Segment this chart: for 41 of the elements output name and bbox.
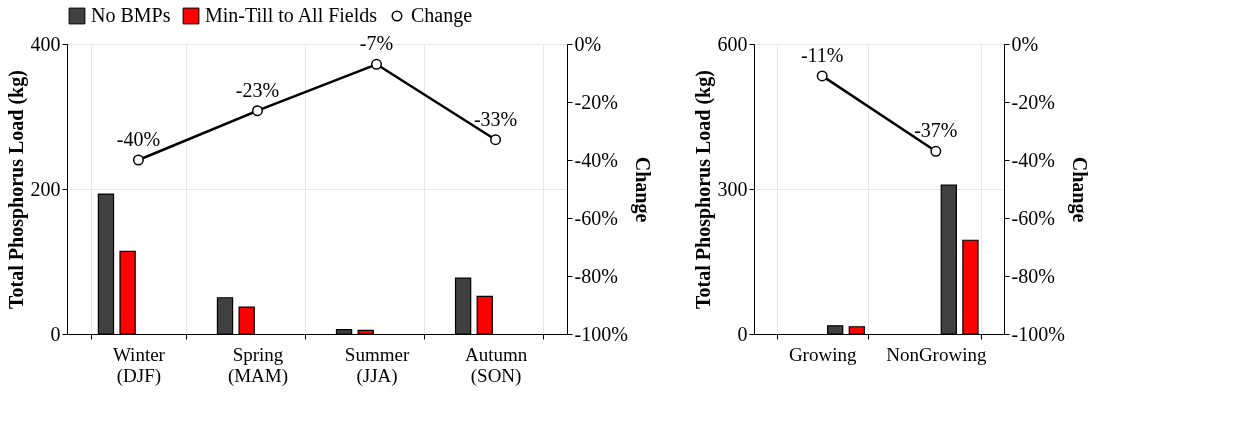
y-axis-title: Total Phosphorus Load (kg) [691,70,715,309]
point [132,154,144,166]
data-label: -7% [359,32,394,55]
y2-tick-label: 0% [574,32,602,55]
data-label: -23% [235,78,280,101]
data-label: -37% [914,119,958,142]
legend-label: Change [411,4,473,27]
legend-label: No BMPs [91,4,171,26]
y2-tick-label: -60% [1011,206,1055,229]
x-tick-label: NonGrowing [886,343,987,365]
y2-tick-label: -20% [574,90,618,113]
y2-tick-label: -40% [574,148,618,171]
x-tick-label: Winter (DJF) [112,343,166,387]
x-tick-label: Autumn (SON) [464,343,528,387]
y2-tick-label: -60% [574,206,618,229]
y2-tick-label: 0% [1011,32,1039,55]
data-label: -11% [800,43,844,66]
y-tick-label: 200 [30,177,61,200]
y-axis-title: Total Phosphorus Load (kg) [4,70,28,309]
y-tick-label: 400 [30,32,61,55]
x-tick-label: Growing [788,343,857,365]
x-tick-label: Summer (JJA) [344,343,410,387]
data-label: -33% [473,107,518,130]
y-tick-label: 0 [737,322,748,345]
y2-tick-label: -100% [1011,322,1065,345]
y-tick-label: 300 [717,177,748,200]
legend-label: Min-Till to All Fields [205,4,378,26]
y-tick-label: 600 [717,32,748,55]
point [371,58,383,70]
x-tick-label: Spring (MAM) [227,343,289,387]
y2-tick-label: -40% [1011,148,1055,171]
y-tick-label: 0 [50,322,61,345]
data-label: -40% [116,128,161,150]
y2-tick-label: -20% [1011,90,1055,113]
y2-axis-title: Change [1067,156,1091,223]
point [490,134,502,146]
y2-axis-title: Change [630,156,654,223]
point [251,105,263,117]
y2-tick-label: -100% [574,322,628,345]
y2-tick-label: -80% [574,264,618,287]
y2-tick-label: -80% [1011,264,1055,287]
